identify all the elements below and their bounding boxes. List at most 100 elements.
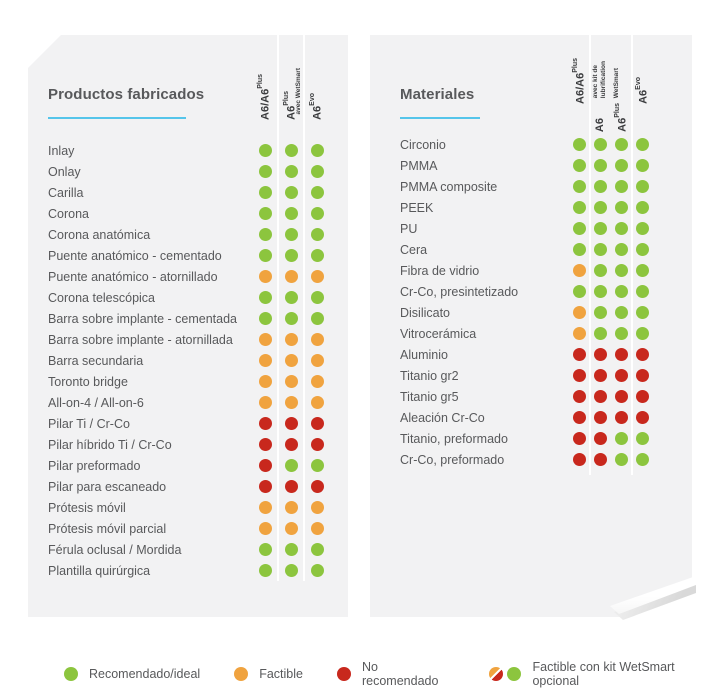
- column-header-label: A6/A6Plus: [571, 58, 587, 104]
- status-dot-green: [615, 306, 628, 319]
- row-dots: [569, 180, 653, 193]
- status-dot-green: [284, 249, 298, 262]
- status-dot-red: [615, 369, 628, 382]
- status-dot-red: [258, 417, 272, 430]
- status-dot-red: [573, 348, 586, 361]
- dot-cell: [278, 459, 304, 472]
- table-row: Circonio: [370, 134, 692, 155]
- status-dot-green: [573, 138, 586, 151]
- row-label: Vitrocerámica: [400, 326, 477, 341]
- row-label: Onlay: [48, 164, 81, 179]
- dot-cell: [590, 264, 611, 277]
- dot-cell: [569, 180, 590, 193]
- row-dots: [252, 543, 330, 556]
- status-dot-green: [615, 243, 628, 256]
- status-dot-green: [258, 186, 272, 199]
- panel-title: Productos fabricados: [48, 86, 205, 103]
- table-row: Barra secundaria: [28, 350, 348, 371]
- row-label: Pilar Ti / Cr-Co: [48, 416, 130, 431]
- status-dot-orange: [284, 354, 298, 367]
- dot-cell: [569, 285, 590, 298]
- dot-cell: [278, 186, 304, 199]
- row-label: Puente anatómico - atornillado: [48, 269, 218, 284]
- table-row: Barra sobre implante - cementada: [28, 308, 348, 329]
- dot-cell: [632, 327, 653, 340]
- legend-label: No recomendado: [361, 660, 439, 688]
- status-dot-green: [573, 222, 586, 235]
- dot-cell: [569, 348, 590, 361]
- title-underline: [400, 117, 480, 119]
- status-dot-green: [636, 264, 649, 277]
- dot-cell: [569, 327, 590, 340]
- products-panel: Productos fabricados A6/A6Plus A6Plus avec…: [28, 35, 348, 617]
- row-label: Titanio, preformado: [400, 431, 508, 446]
- dot-cell: [278, 228, 304, 241]
- table-row: Disilicato: [370, 302, 692, 323]
- row-dots: [569, 159, 653, 172]
- dot-cell: [278, 522, 304, 535]
- dot-cell: [569, 138, 590, 151]
- dot-cell: [590, 390, 611, 403]
- table-row: Titanio, preformado: [370, 428, 692, 449]
- dot-cell: [252, 438, 278, 451]
- dot-cell: [590, 411, 611, 424]
- dot-cell: [611, 327, 632, 340]
- column-header: A6Evo: [632, 35, 653, 134]
- status-dot-red: [594, 432, 607, 445]
- dot-cell: [252, 249, 278, 262]
- dot-cell: [252, 291, 278, 304]
- status-dot-red: [636, 348, 649, 361]
- row-dots: [252, 165, 330, 178]
- status-dot-green: [594, 306, 607, 319]
- dot-cell: [569, 264, 590, 277]
- status-dot-red: [594, 390, 607, 403]
- legend-dot-red-icon: [336, 667, 351, 681]
- dot-cell: [590, 243, 611, 256]
- row-label: Circonio: [400, 137, 446, 152]
- status-dot-orange: [284, 375, 298, 388]
- status-dot-orange: [310, 375, 324, 388]
- status-dot-orange: [258, 375, 272, 388]
- dot-cell: [569, 453, 590, 466]
- dot-cell: [632, 348, 653, 361]
- dot-cell: [278, 438, 304, 451]
- row-dots: [569, 264, 653, 277]
- status-dot-green: [594, 222, 607, 235]
- status-dot-orange: [284, 396, 298, 409]
- row-dots: [252, 144, 330, 157]
- dot-cell: [590, 285, 611, 298]
- legend-label: Factible: [259, 667, 303, 681]
- status-dot-green: [573, 285, 586, 298]
- table-row: PMMA: [370, 155, 692, 176]
- row-dots: [252, 417, 330, 430]
- column-header-label: A6: [593, 117, 606, 132]
- status-dot-green: [310, 459, 324, 472]
- row-dots: [252, 312, 330, 325]
- dot-cell: [304, 543, 330, 556]
- status-dot-red: [284, 438, 298, 451]
- dot-cell: [569, 201, 590, 214]
- status-dot-green: [636, 138, 649, 151]
- dot-cell: [569, 306, 590, 319]
- dot-cell: [252, 396, 278, 409]
- status-dot-green: [594, 264, 607, 277]
- row-dots: [569, 201, 653, 214]
- column-header: A6 avec kit de lubrification: [590, 35, 611, 134]
- status-dot-green: [636, 432, 649, 445]
- column-header-subtext: avec kit de: [592, 64, 599, 98]
- row-dots: [252, 249, 330, 262]
- dot-cell: [569, 390, 590, 403]
- status-dot-red: [594, 453, 607, 466]
- status-dot-green: [258, 249, 272, 262]
- row-dots: [569, 369, 653, 382]
- dot-cell: [252, 144, 278, 157]
- dot-cell: [252, 333, 278, 346]
- status-dot-green: [636, 453, 649, 466]
- status-dot-green: [284, 228, 298, 241]
- status-dot-green: [258, 564, 272, 577]
- row-label: Barra sobre implante - atornillada: [48, 332, 233, 347]
- legend-icons: [64, 667, 78, 681]
- dot-cell: [611, 390, 632, 403]
- legend-item: No recomendado: [336, 660, 456, 688]
- dot-cell: [278, 396, 304, 409]
